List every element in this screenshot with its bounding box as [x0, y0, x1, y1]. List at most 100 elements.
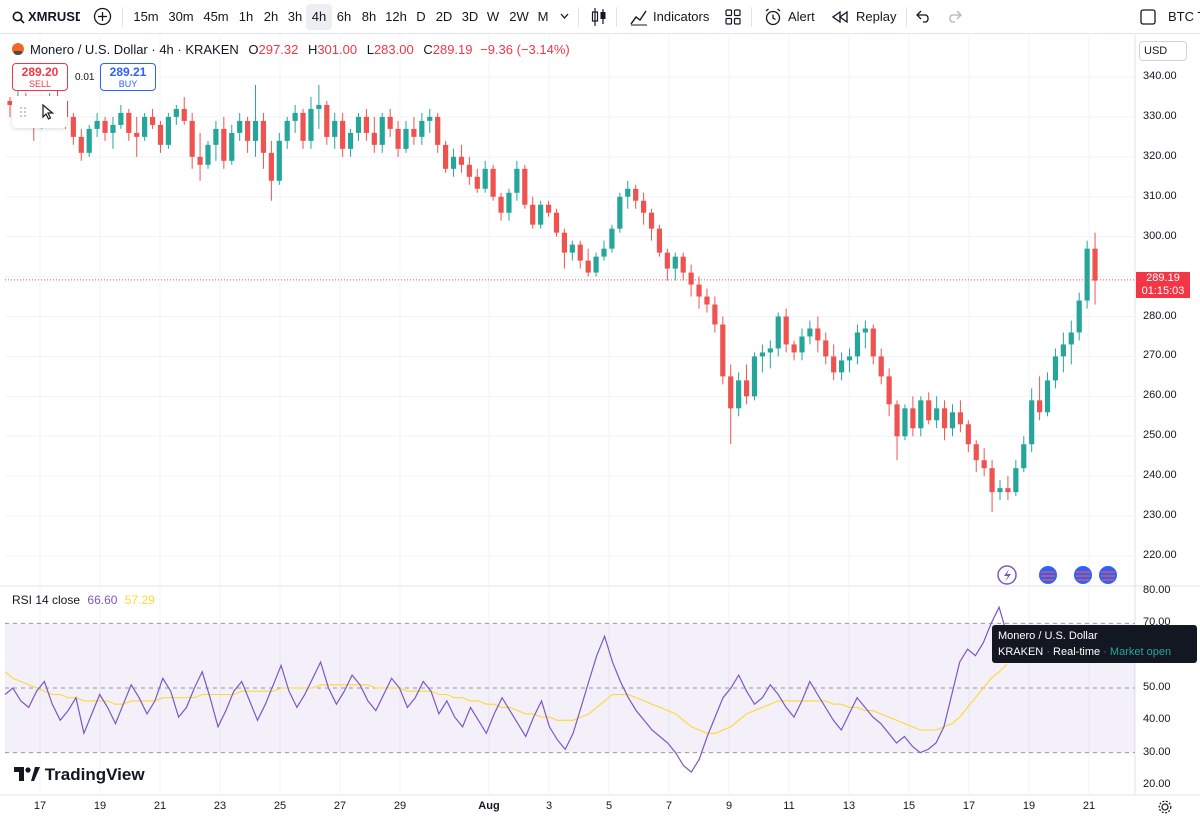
interval-8h[interactable]: 8h — [361, 9, 377, 24]
interval-2D[interactable]: 2D — [435, 9, 453, 24]
candle[interactable] — [530, 196, 536, 229]
interval-3D[interactable]: 3D — [461, 9, 479, 24]
candle[interactable] — [728, 364, 734, 445]
candle[interactable] — [609, 224, 615, 253]
interval-3h[interactable]: 3h — [287, 9, 303, 24]
candle[interactable] — [846, 348, 853, 373]
candle[interactable] — [466, 156, 472, 185]
candle[interactable] — [569, 240, 575, 261]
candle[interactable] — [553, 208, 560, 237]
interval-2h[interactable]: 2h — [263, 9, 279, 24]
drag-handle-icon[interactable] — [19, 106, 27, 118]
candle[interactable] — [197, 132, 203, 181]
indicators-button[interactable]: Indicators — [628, 4, 738, 30]
interval-4h[interactable]: 4h — [306, 4, 332, 30]
symbol-search[interactable]: XMRUSD — [6, 4, 80, 30]
buy-button[interactable]: 289.21 BUY — [100, 63, 156, 91]
candle[interactable] — [363, 108, 369, 141]
candle[interactable] — [355, 112, 362, 141]
interval-1h[interactable]: 1h — [238, 9, 254, 24]
candle[interactable] — [934, 396, 940, 429]
candle[interactable] — [205, 140, 211, 169]
candle[interactable] — [902, 404, 908, 441]
redo-icon[interactable] — [947, 10, 963, 23]
candle[interactable] — [775, 312, 781, 357]
candle[interactable] — [1060, 332, 1066, 373]
candle[interactable] — [965, 420, 971, 453]
candle[interactable] — [142, 112, 148, 141]
us-flag-event-icon[interactable] — [1074, 566, 1092, 584]
us-flag-event-icon[interactable] — [1099, 566, 1117, 584]
candle[interactable] — [149, 108, 156, 129]
candle[interactable] — [664, 248, 670, 281]
interval-2W[interactable]: 2W — [509, 9, 529, 24]
candle[interactable] — [213, 120, 219, 161]
candle[interactable] — [1044, 372, 1051, 417]
candle[interactable] — [435, 112, 441, 153]
candle[interactable] — [878, 348, 884, 385]
candle[interactable] — [134, 116, 140, 157]
candle[interactable] — [498, 192, 504, 221]
undo-icon[interactable] — [915, 10, 931, 23]
candle[interactable] — [1084, 240, 1090, 309]
candle[interactable] — [641, 192, 647, 225]
candle[interactable] — [807, 320, 813, 345]
candle[interactable] — [981, 448, 987, 477]
candle[interactable] — [1005, 476, 1011, 501]
candle[interactable] — [593, 252, 599, 277]
candle[interactable] — [1068, 320, 1074, 365]
interval-6h[interactable]: 6h — [336, 9, 352, 24]
sell-button[interactable]: 289.20 SELL — [12, 63, 68, 91]
candle[interactable] — [704, 288, 710, 313]
candle[interactable] — [110, 116, 116, 149]
candle[interactable] — [712, 296, 718, 333]
candle[interactable] — [292, 104, 298, 133]
candle[interactable] — [910, 396, 916, 437]
candle[interactable] — [126, 108, 132, 141]
candle[interactable] — [736, 372, 742, 417]
candle[interactable] — [347, 128, 354, 157]
candle[interactable] — [506, 188, 512, 221]
interval-30m[interactable]: 30m — [168, 9, 194, 24]
candle[interactable] — [799, 328, 805, 361]
candle[interactable] — [538, 200, 544, 229]
candle[interactable] — [237, 112, 243, 141]
candle[interactable] — [545, 200, 552, 217]
us-flag-event-icon[interactable] — [1039, 566, 1057, 584]
candle[interactable] — [854, 324, 861, 365]
candle[interactable] — [300, 108, 306, 149]
candle[interactable] — [443, 140, 449, 173]
candle[interactable] — [411, 116, 417, 145]
candle[interactable] — [815, 316, 821, 353]
candle[interactable] — [395, 120, 401, 157]
candle[interactable] — [252, 84, 259, 157]
candle[interactable] — [561, 228, 567, 269]
candle[interactable] — [1021, 436, 1027, 473]
candle[interactable] — [823, 332, 829, 365]
candle[interactable] — [672, 252, 678, 281]
candle[interactable] — [118, 104, 124, 129]
candle[interactable] — [102, 116, 108, 141]
interval-D[interactable]: D — [416, 9, 426, 24]
candle[interactable] — [514, 160, 520, 201]
candle[interactable] — [1037, 376, 1043, 421]
candle[interactable] — [957, 400, 963, 433]
currency-selector[interactable]: USD — [1139, 41, 1187, 61]
compare-symbol-toggle[interactable]: BTC T — [1138, 4, 1200, 30]
candle[interactable] — [308, 96, 314, 149]
candle[interactable] — [989, 460, 995, 513]
candle[interactable] — [268, 140, 274, 201]
candle[interactable] — [371, 116, 377, 153]
candle[interactable] — [1013, 460, 1019, 497]
candle[interactable] — [1052, 348, 1059, 389]
candle[interactable] — [791, 340, 797, 361]
candle[interactable] — [601, 240, 607, 261]
chart-settings-gear-icon[interactable] — [1158, 800, 1172, 814]
interval-M[interactable]: M — [537, 9, 549, 24]
candle[interactable] — [831, 344, 837, 381]
candle[interactable] — [585, 248, 591, 277]
candle[interactable] — [181, 96, 187, 125]
candle[interactable] — [189, 112, 195, 169]
interval-12h[interactable]: 12h — [385, 9, 407, 24]
